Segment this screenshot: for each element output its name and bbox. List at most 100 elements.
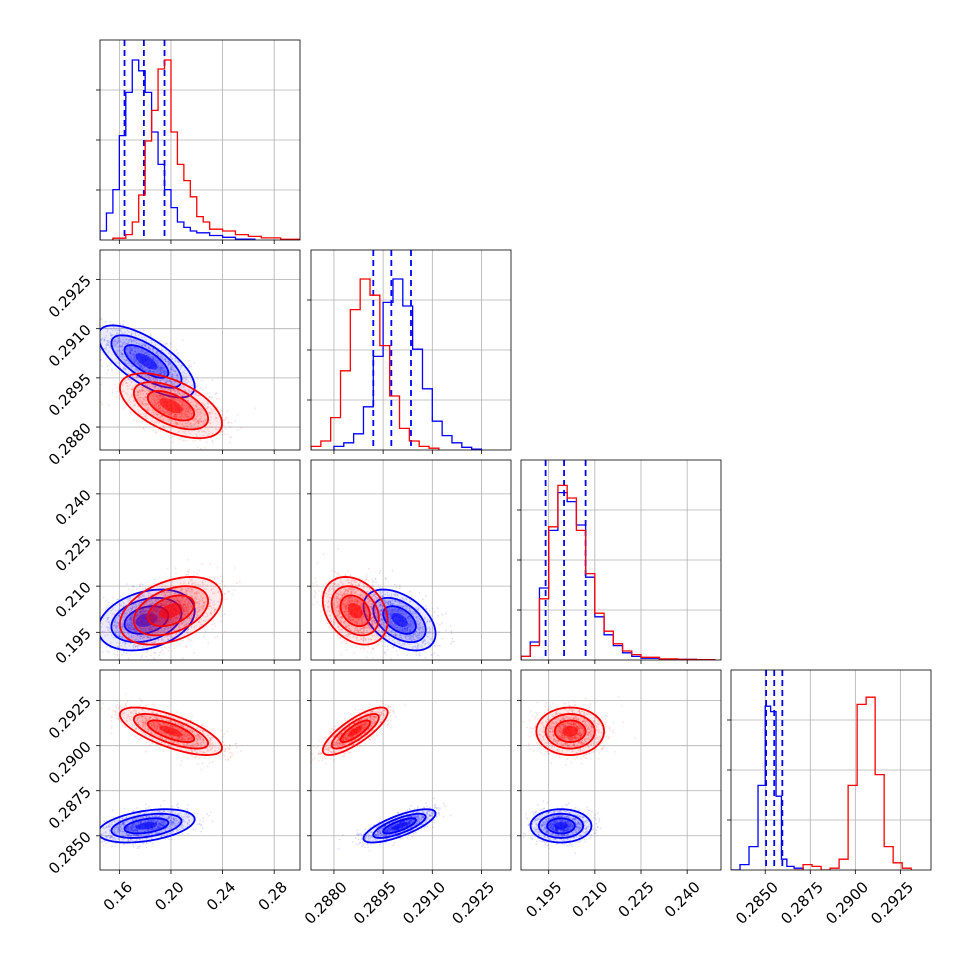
scatter-point <box>186 415 189 418</box>
scatter-point <box>159 370 161 373</box>
scatter-point <box>141 349 144 351</box>
scatter-point <box>169 412 171 415</box>
scatter-point <box>111 389 114 391</box>
scatter-point <box>133 360 136 363</box>
scatter-point <box>150 335 153 337</box>
scatter-point <box>121 346 124 349</box>
scatter-point <box>129 351 132 354</box>
scatter-point <box>186 396 189 399</box>
scatter-point <box>154 387 157 389</box>
scatter-point <box>157 616 160 619</box>
scatter-point <box>199 412 201 415</box>
scatter-point <box>105 343 108 346</box>
scatter-point <box>195 435 198 438</box>
scatter-point <box>113 624 115 627</box>
scatter-point <box>158 404 161 407</box>
scatter-point <box>144 375 147 378</box>
scatter-point <box>176 374 179 377</box>
scatter-point <box>150 664 152 666</box>
scatter-point <box>176 413 178 416</box>
scatter-point <box>124 406 126 409</box>
scatter-point <box>164 585 167 588</box>
scatter-point <box>143 389 146 392</box>
scatter-point <box>159 369 162 372</box>
scatter-point <box>125 362 127 365</box>
scatter-point <box>118 394 120 397</box>
scatter-point <box>181 395 184 398</box>
scatter-point <box>166 386 169 389</box>
scatter-point <box>174 370 177 373</box>
scatter-point <box>168 396 171 399</box>
scatter-point <box>95 635 97 637</box>
scatter-point <box>159 362 162 365</box>
scatter-point <box>131 365 134 368</box>
scatter-point <box>166 412 169 414</box>
scatter-point <box>193 571 195 573</box>
scatter-point <box>101 403 104 406</box>
scatter-point <box>106 341 109 344</box>
scatter-point <box>139 613 142 615</box>
scatter-point <box>171 368 174 371</box>
scatter-point <box>208 413 211 416</box>
scatter-point <box>165 647 168 649</box>
scatter-point <box>141 368 144 370</box>
scatter-point <box>116 329 119 332</box>
scatter-point <box>138 391 141 394</box>
scatter-point <box>140 365 143 367</box>
scatter-point <box>173 415 176 418</box>
scatter-point <box>122 382 125 384</box>
scatter-point <box>134 351 137 353</box>
scatter-point <box>171 396 173 399</box>
scatter-point <box>152 378 155 381</box>
scatter-point <box>126 333 129 336</box>
scatter-point <box>91 643 93 645</box>
scatter-point <box>179 415 182 418</box>
scatter-point <box>133 358 136 361</box>
scatter-point <box>90 625 92 627</box>
scatter-point <box>117 341 120 344</box>
scatter-point <box>103 339 106 341</box>
scatter-point <box>159 379 161 381</box>
scatter-point <box>149 385 151 387</box>
scatter-point <box>161 648 164 651</box>
density-fill-level <box>159 398 183 414</box>
scatter-point <box>114 338 117 341</box>
scatter-point <box>141 367 144 369</box>
scatter-point <box>91 628 93 630</box>
scatter-point <box>160 367 163 369</box>
scatter-point <box>111 334 113 337</box>
scatter-point <box>165 342 168 345</box>
scatter-point <box>141 386 144 389</box>
scatter-point <box>135 420 138 423</box>
scatter-point <box>157 395 160 398</box>
scatter-point <box>119 344 122 347</box>
scatter-point <box>167 380 169 383</box>
scatter-point <box>185 394 188 397</box>
scatter-point <box>125 359 128 361</box>
scatter-point <box>105 344 108 347</box>
scatter-point <box>160 414 163 417</box>
scatter-point <box>124 331 126 334</box>
scatter-point <box>141 655 143 657</box>
scatter-point <box>132 360 135 362</box>
scatter-point <box>141 402 143 404</box>
scatter-point <box>140 635 142 637</box>
scatter-point <box>132 350 135 353</box>
scatter-point <box>139 398 142 401</box>
scatter-point <box>197 422 200 425</box>
scatter-point <box>134 346 137 349</box>
scatter-point <box>161 415 163 418</box>
scatter-point <box>160 387 163 390</box>
scatter-point <box>134 361 137 364</box>
scatter-point <box>127 597 130 599</box>
scatter-point <box>130 339 133 342</box>
scatter-point <box>158 409 161 412</box>
scatter-point <box>141 397 144 399</box>
scatter-point <box>149 375 152 378</box>
scatter-point <box>116 350 119 353</box>
scatter-point <box>119 350 122 353</box>
scatter-point <box>165 381 168 383</box>
scatter-point <box>135 588 138 590</box>
scatter-point <box>119 345 121 348</box>
scatter-point <box>156 614 159 617</box>
